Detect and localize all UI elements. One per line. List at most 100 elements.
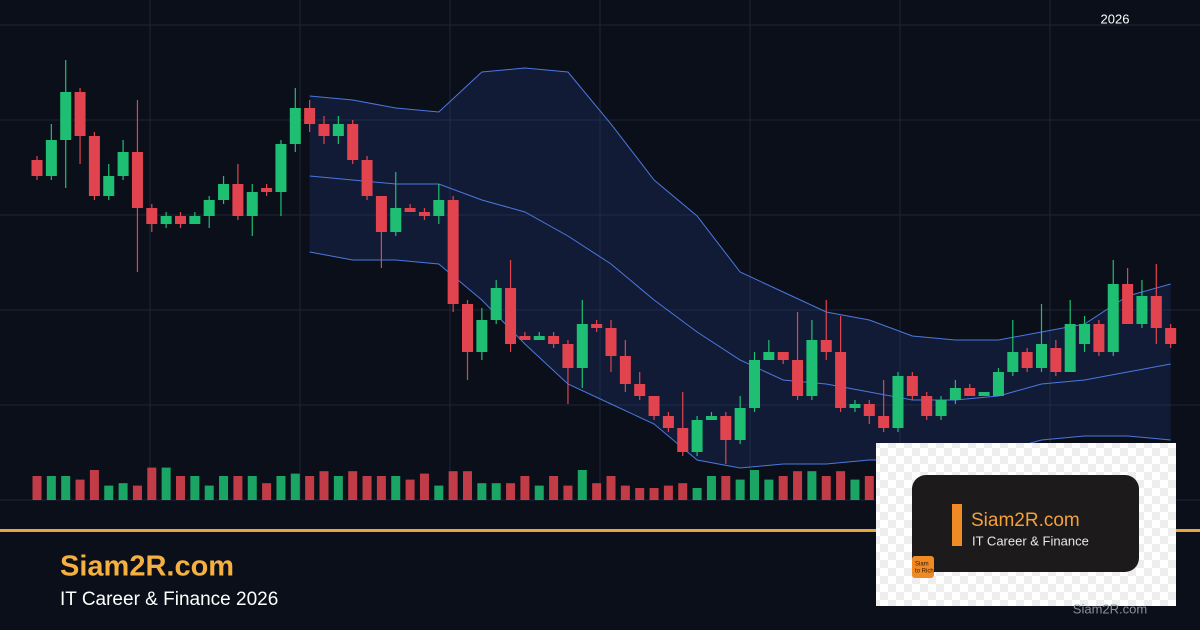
volume-bar — [706, 476, 716, 500]
candle-body — [347, 124, 359, 160]
volume-bar — [190, 476, 200, 500]
candle-body — [519, 336, 531, 340]
candle-body — [1150, 296, 1162, 328]
candle-body — [720, 416, 732, 440]
volume-bar — [678, 483, 688, 500]
volume-bar — [534, 485, 544, 500]
candle-body — [1107, 284, 1119, 352]
volume-bar — [750, 470, 759, 500]
volume-bar — [692, 488, 702, 500]
volume-bar — [549, 476, 559, 500]
band-line — [309, 67, 1171, 341]
candle-body — [605, 328, 617, 356]
candle-body — [462, 304, 473, 352]
candle-body — [1021, 352, 1033, 368]
volume-bar — [405, 479, 415, 500]
candle-body — [361, 160, 373, 196]
candle-body — [978, 392, 990, 396]
candle-body — [1064, 324, 1076, 372]
candle-body — [189, 216, 201, 224]
candle-body — [863, 404, 875, 416]
candle-body — [246, 192, 258, 216]
volume-bar — [161, 467, 171, 500]
volume-bar — [491, 483, 501, 500]
candle-body — [562, 344, 574, 368]
candle-body — [261, 188, 273, 192]
candle-body — [131, 152, 143, 208]
candle-body — [820, 340, 832, 352]
candle-body — [806, 340, 818, 396]
candle-body — [31, 160, 43, 176]
candle-body — [447, 200, 459, 304]
candle-body — [964, 388, 976, 396]
candle-body — [849, 404, 861, 408]
volume-bar — [577, 470, 587, 500]
candle-body — [777, 352, 789, 360]
candle-body — [490, 288, 502, 320]
candle-body — [117, 152, 129, 176]
volume-bar — [290, 473, 300, 500]
divider — [0, 529, 1200, 532]
candle-body — [390, 208, 402, 232]
candle-body — [992, 372, 1004, 396]
candle-body — [232, 184, 244, 216]
candle-body — [705, 416, 717, 420]
candle-body — [892, 376, 904, 428]
volume-bar — [391, 476, 401, 500]
logo-badge — [912, 556, 934, 578]
candle-body — [203, 200, 215, 216]
candle-body — [662, 416, 674, 428]
logo-overlay: Siam2R.com IT Career & Finance Siam to R… — [876, 443, 1176, 606]
candle-body — [74, 92, 86, 136]
volume-bar — [563, 485, 573, 500]
volume-bar — [864, 476, 874, 500]
candle-body — [1079, 324, 1091, 344]
volume-bar — [807, 471, 817, 500]
candle-body — [1122, 284, 1134, 324]
candle-body — [921, 396, 933, 416]
volume-bar — [606, 476, 616, 500]
volume-bar — [176, 476, 185, 500]
volume-bar — [821, 476, 831, 500]
volume-bar — [448, 471, 458, 500]
volume-bar — [118, 483, 128, 500]
volume-bar — [219, 476, 229, 500]
brand-title: Siam2R.com — [60, 551, 234, 583]
candle-body — [906, 376, 918, 396]
band-fill — [309, 68, 1171, 468]
candle-body — [1093, 324, 1105, 352]
logo-subtitle: IT Career & Finance — [972, 533, 1089, 548]
candle-body — [648, 396, 660, 416]
volume-bar — [649, 488, 659, 500]
candle-body — [878, 416, 890, 428]
volume-bar — [793, 471, 803, 500]
candle-body — [949, 388, 961, 400]
volume-bar — [276, 476, 286, 500]
candle-body — [533, 336, 545, 340]
volume-bar — [61, 476, 71, 500]
logo-badge-line: Siam — [915, 562, 929, 568]
volume-bar — [506, 483, 516, 500]
volume-bar — [305, 476, 315, 500]
volume-bar — [75, 479, 85, 500]
candle-body — [318, 124, 330, 136]
candle-body — [1165, 328, 1177, 344]
candle-body — [677, 428, 689, 452]
logo-card — [912, 475, 1139, 572]
candle-body — [175, 216, 186, 224]
candle-body — [749, 360, 760, 408]
candle-body — [45, 140, 57, 176]
volume-bar — [204, 485, 214, 500]
candle-body — [548, 336, 560, 344]
volume-bar — [333, 476, 343, 500]
volume-bar — [147, 467, 157, 500]
candle-body — [619, 356, 631, 384]
volume-bar — [262, 483, 272, 500]
year-label: 2026 — [1101, 11, 1130, 26]
volume-bar — [592, 483, 602, 500]
candle-body — [146, 208, 158, 224]
volume-bar — [32, 476, 42, 500]
band-line — [309, 175, 1171, 401]
volume-bar — [233, 476, 243, 500]
